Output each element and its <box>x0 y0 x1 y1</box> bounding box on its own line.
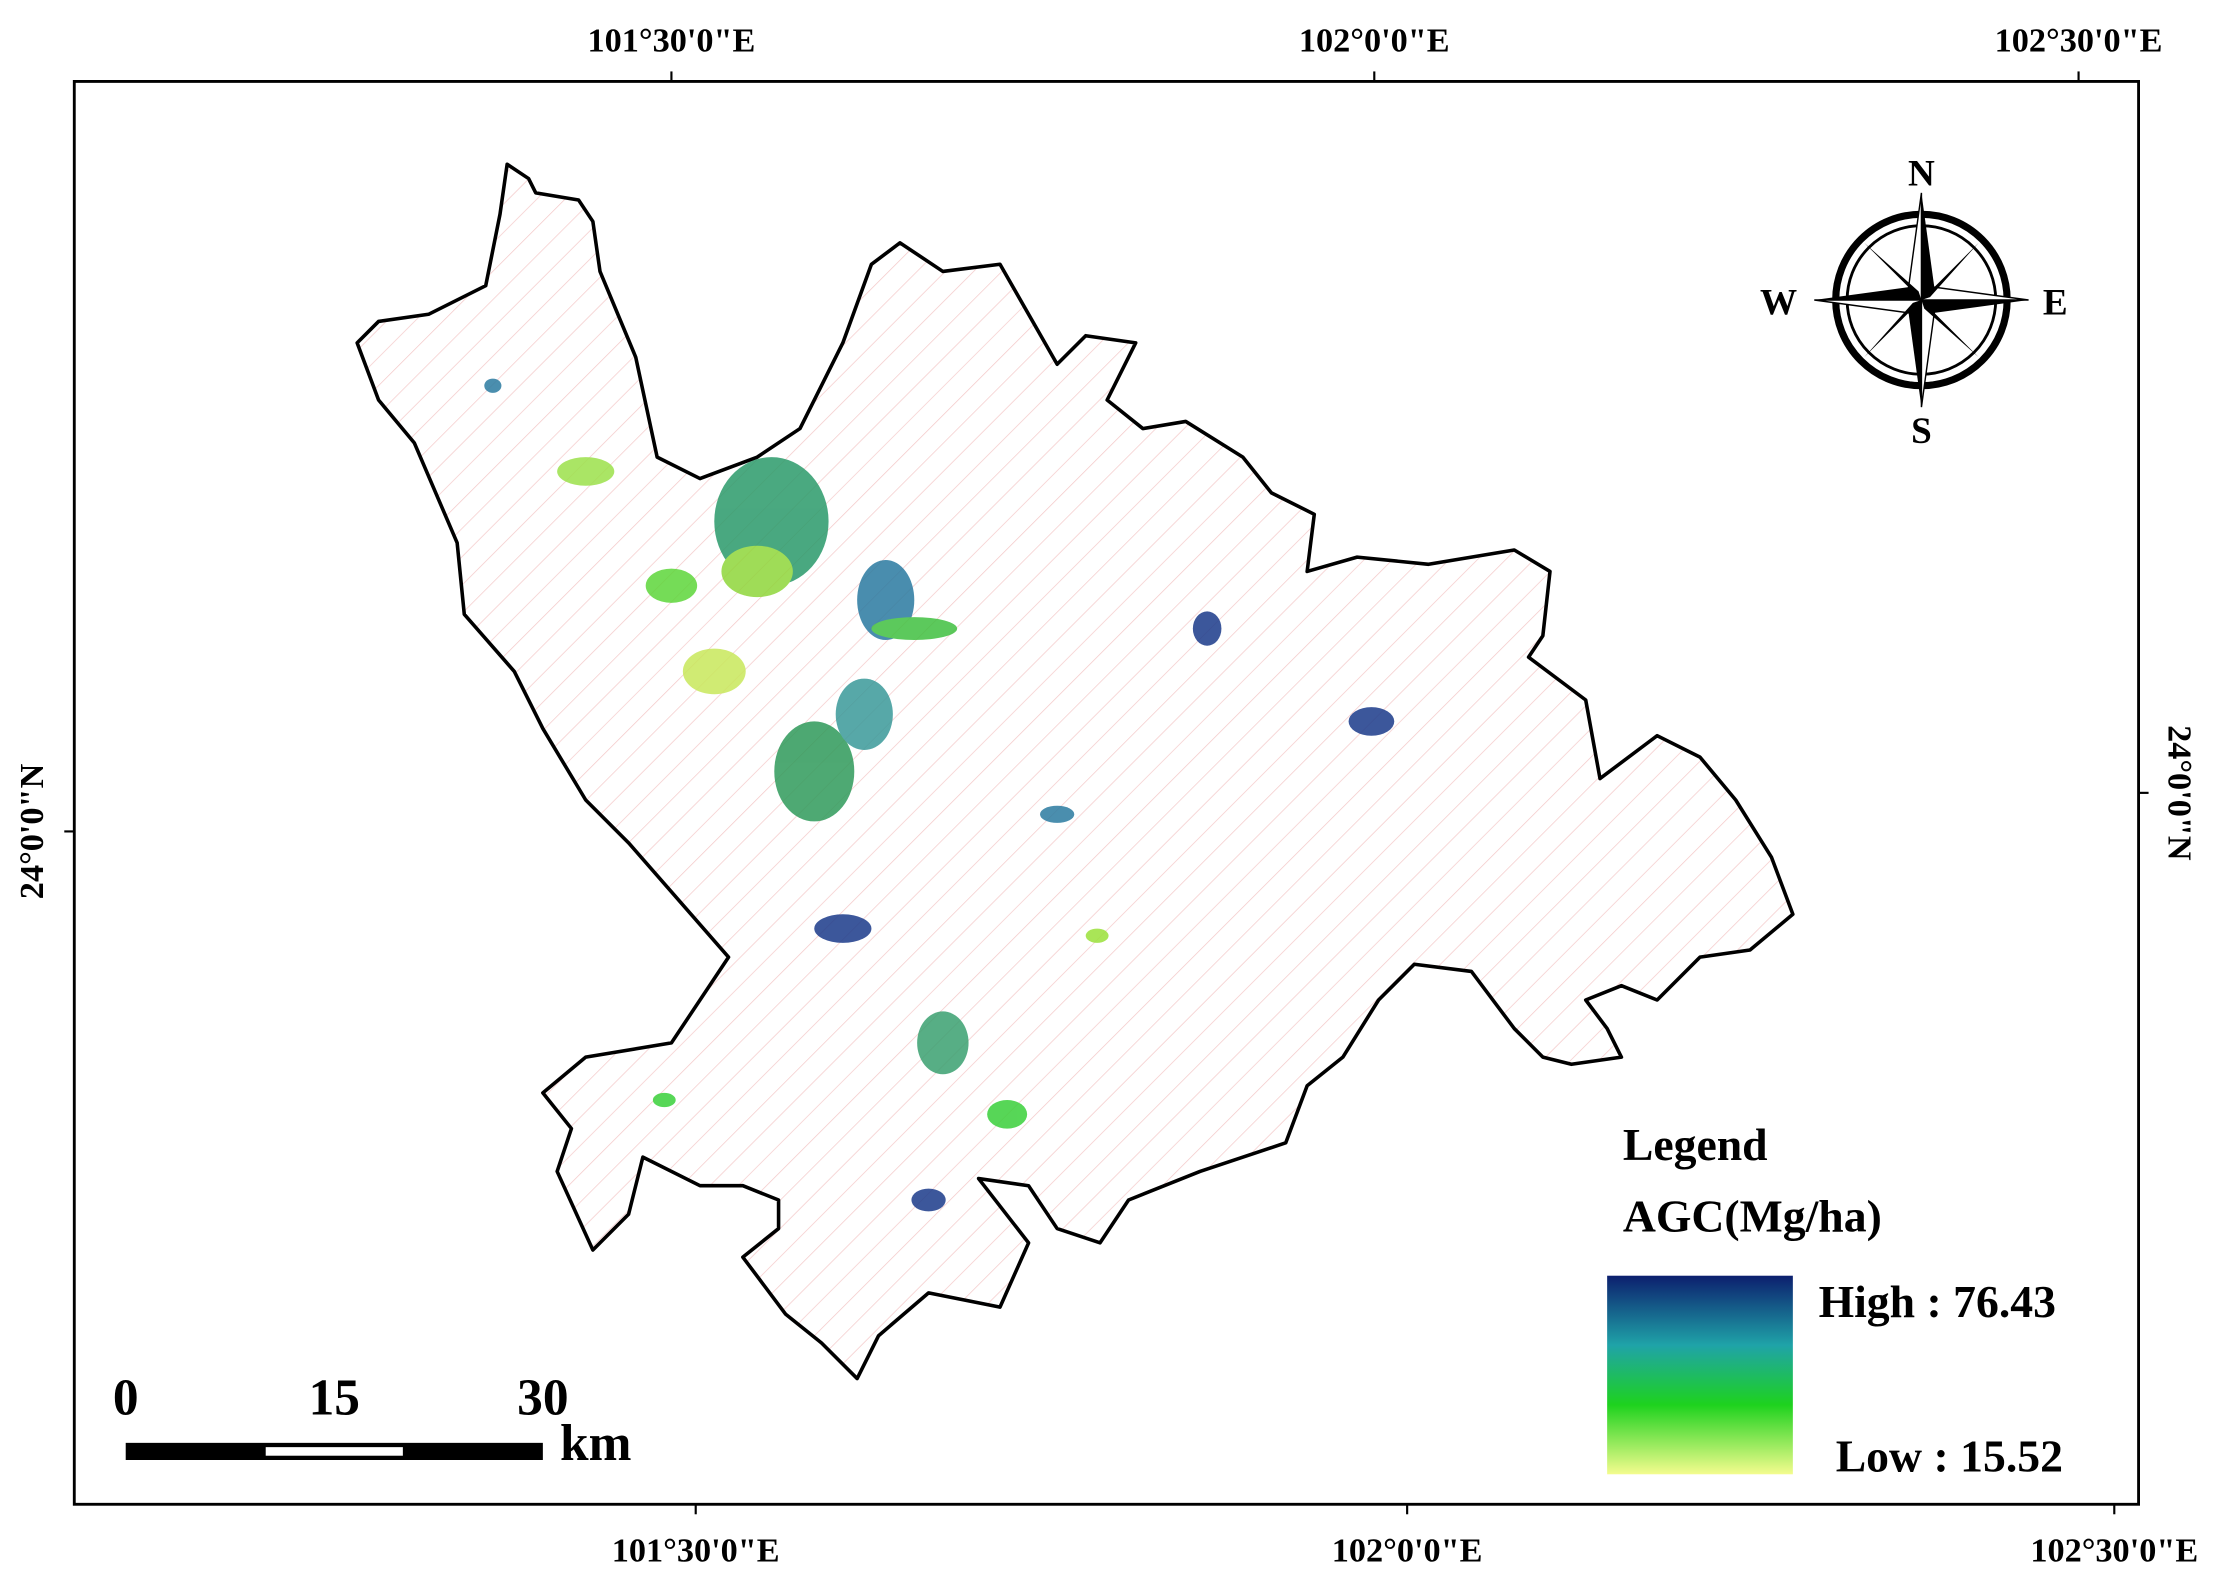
bottom-label: 102°0'0"E <box>1332 1531 1483 1569</box>
legend-ramp <box>1607 1275 1793 1475</box>
scale-bar: 0 15 30 km <box>113 1369 632 1472</box>
scale-unit: km <box>560 1415 631 1472</box>
bottom-label: 102°30'0"E <box>2030 1531 2198 1569</box>
scale-tick: 15 <box>309 1369 360 1426</box>
bottom-label: 101°30'0"E <box>612 1531 780 1569</box>
compass-e: E <box>2043 282 2068 323</box>
region-outline <box>355 162 1795 1381</box>
top-label: 102°0'0"E <box>1299 21 1450 59</box>
agc-patches <box>484 378 1395 1212</box>
compass-n: N <box>1908 154 1935 195</box>
compass-w: W <box>1760 282 1797 323</box>
north-arrow: N E S W <box>1760 154 2068 452</box>
frame-ticks <box>64 71 2149 1515</box>
legend-title: Legend <box>1623 1119 1768 1170</box>
legend-low: Low : 15.52 <box>1836 1430 2063 1481</box>
scale-tick: 0 <box>113 1369 139 1426</box>
legend: Legend AGC(Mg/ha) High : 76.43 Low : 15.… <box>1607 1119 2063 1481</box>
legend-field: AGC(Mg/ha) <box>1623 1190 1882 1241</box>
top-label: 101°30'0"E <box>587 21 755 59</box>
scale-tick: 30 <box>517 1369 568 1426</box>
left-label: 24°0'0"N <box>13 763 51 899</box>
compass-s: S <box>1911 411 1932 452</box>
top-label: 102°30'0"E <box>1995 21 2163 59</box>
legend-high: High : 76.43 <box>1819 1276 2056 1327</box>
right-label: 24°0'0"N <box>2161 725 2199 861</box>
